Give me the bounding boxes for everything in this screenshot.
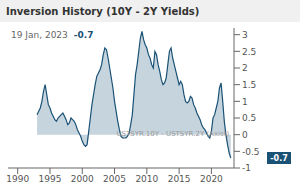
svg-text:2015: 2015: [168, 174, 191, 184]
html-text:Inversion History (10Y - 2Y Yi: Inversion History (10Y - 2Y Yields): [6, 5, 200, 17]
html-text:USTSYR.10Y - USTSYR.2Y (Axist): USTSYR.10Y - USTSYR.2Y (Axist): [116, 130, 230, 138]
svg-text:1.5: 1.5: [242, 80, 256, 90]
svg-text:-0.7: -0.7: [270, 154, 288, 163]
html-text:19 Jan, 2023: 19 Jan, 2023: [11, 30, 68, 40]
svg-text:1: 1: [242, 97, 248, 107]
svg-text:2005: 2005: [103, 174, 126, 184]
svg-text:0.5: 0.5: [242, 113, 256, 123]
svg-text:2000: 2000: [71, 174, 94, 184]
svg-text:1990: 1990: [8, 174, 29, 184]
svg-text:2.5: 2.5: [242, 47, 256, 57]
html-text:-0.7: -0.7: [73, 30, 94, 40]
svg-text:3: 3: [242, 30, 248, 40]
svg-text:2010: 2010: [135, 174, 158, 184]
svg-text:1995: 1995: [39, 174, 62, 184]
svg-text:0: 0: [242, 130, 248, 140]
svg-text:2020: 2020: [200, 174, 223, 184]
svg-text:2: 2: [242, 63, 248, 73]
svg-text:-1: -1: [242, 163, 251, 173]
svg-text:-0.5: -0.5: [242, 147, 260, 157]
